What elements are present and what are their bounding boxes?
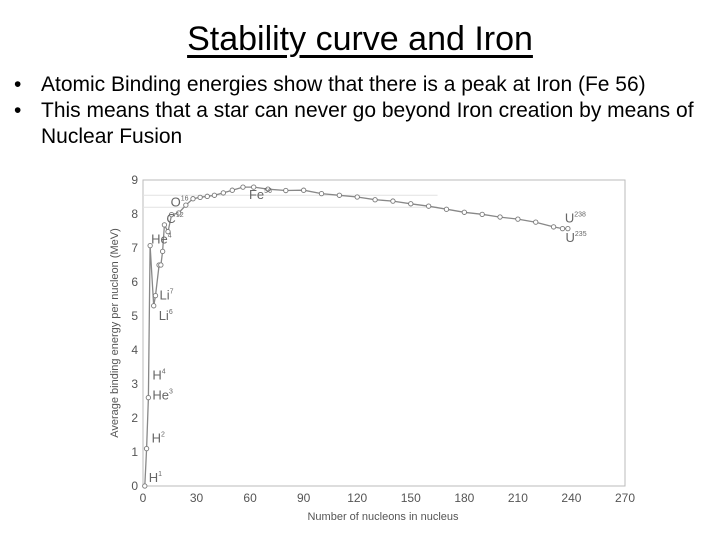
nuclide-label: U238 — [565, 211, 586, 226]
nuclide-label: H2 — [152, 431, 165, 446]
y-tick-label: 8 — [131, 207, 138, 221]
data-point — [251, 184, 257, 190]
data-point — [354, 194, 360, 200]
data-point — [204, 193, 210, 199]
y-axis-title: Average binding energy per nucleon (MeV) — [109, 228, 121, 438]
bullet-item: This means that a star can never go beyo… — [14, 98, 714, 150]
nuclide-label: H4 — [152, 367, 165, 382]
bullet-item: Atomic Binding energies show that there … — [14, 72, 714, 98]
data-point — [301, 187, 307, 193]
data-point — [143, 445, 150, 452]
data-point — [211, 192, 218, 198]
data-point — [152, 292, 159, 299]
x-tick-label: 0 — [140, 491, 147, 505]
data-point — [165, 229, 171, 235]
nuclide-label: He4 — [151, 232, 172, 247]
y-tick-label: 5 — [131, 309, 138, 323]
nuclide-label: Fe56 — [249, 187, 272, 202]
y-tick-label: 6 — [131, 275, 138, 289]
data-point — [372, 197, 378, 203]
data-point — [151, 303, 157, 309]
data-point — [479, 211, 485, 217]
data-point — [142, 483, 148, 489]
data-point — [408, 201, 414, 207]
x-tick-label: 150 — [401, 491, 421, 505]
data-point — [229, 187, 235, 193]
data-point — [425, 203, 432, 209]
x-axis-title: Number of nucleons in nucleus — [307, 511, 459, 523]
x-tick-label: 60 — [243, 491, 257, 505]
x-tick-label: 270 — [615, 491, 635, 505]
data-point — [497, 214, 503, 220]
x-tick-label: 180 — [454, 491, 474, 505]
data-point — [390, 198, 396, 204]
data-point — [533, 219, 539, 225]
y-tick-label: 4 — [131, 343, 138, 357]
data-point — [161, 222, 168, 228]
y-tick-label: 0 — [131, 479, 138, 493]
y-tick-label: 3 — [131, 377, 138, 391]
nuclide-label: Li6 — [159, 308, 173, 323]
data-point — [176, 210, 182, 216]
data-point — [550, 224, 557, 230]
data-point — [565, 225, 571, 232]
nuclide-label: H1 — [149, 470, 162, 485]
nuclide-label: Li7 — [159, 288, 173, 303]
x-tick-label: 210 — [508, 491, 528, 505]
nuclide-label: U235 — [566, 230, 587, 245]
y-tick-label: 7 — [131, 241, 138, 255]
data-point — [197, 194, 203, 200]
data-point — [220, 190, 226, 196]
data-point — [461, 209, 467, 215]
nuclide-label: He3 — [152, 388, 173, 403]
y-tick-label: 2 — [131, 411, 138, 425]
nuclide-label: C12 — [166, 211, 183, 226]
data-point — [559, 225, 566, 232]
bullet-list: Atomic Binding energies show that there … — [14, 72, 714, 150]
y-tick-label: 9 — [131, 173, 138, 187]
data-point — [336, 192, 343, 198]
x-tick-label: 120 — [347, 491, 367, 505]
data-point — [318, 190, 325, 197]
data-point — [145, 394, 152, 401]
data-point — [147, 242, 153, 249]
data-point — [240, 184, 246, 190]
binding-energy-curve — [144, 186, 568, 487]
slide-title: Stability curve and Iron — [187, 20, 533, 58]
data-point — [190, 196, 196, 202]
x-tick-label: 240 — [561, 491, 581, 505]
x-tick-label: 90 — [297, 491, 311, 505]
data-point — [283, 187, 289, 194]
data-point — [168, 212, 175, 218]
y-tick-label: 1 — [131, 445, 138, 459]
plot-frame — [142, 179, 626, 487]
data-point — [158, 262, 164, 268]
data-point — [443, 206, 450, 212]
x-tick-label: 30 — [190, 491, 204, 505]
data-point — [183, 202, 189, 208]
data-point — [159, 248, 166, 255]
data-point — [515, 216, 521, 222]
nuclide-label: O16 — [171, 195, 189, 210]
data-point — [265, 186, 271, 192]
